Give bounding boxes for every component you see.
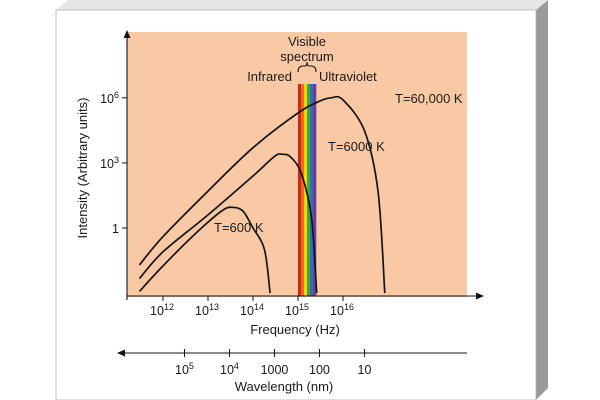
wavelength-tick-label-1: 104 <box>220 361 239 377</box>
spectrum-stripe-5 <box>313 84 317 296</box>
spectrum-stripe-4 <box>310 84 314 296</box>
spectrum-stripe-0 <box>298 84 302 296</box>
y-tick-label-2: 106 <box>100 90 119 106</box>
y-tick-label-0: 1 <box>112 222 119 236</box>
series-curve-0 <box>138 206 271 294</box>
infrared-label: Infrared <box>247 69 292 84</box>
series-label-6000k: T=6000 K <box>328 139 385 154</box>
frame-right-side <box>536 0 548 400</box>
ultraviolet-label: Ultraviolet <box>319 69 377 84</box>
series-label-600k: T=600 K <box>214 220 264 235</box>
wavelength-tick-label-4: 10 <box>358 363 372 377</box>
x-tick-label-0: 1012 <box>150 302 174 318</box>
visible-spectrum-brace <box>297 61 317 73</box>
y-axis-label: Intensity (Arbitrary units) <box>75 98 90 239</box>
wavelength-tick-label-0: 105 <box>175 361 194 377</box>
wavelength-tick-label-3: 100 <box>309 363 330 377</box>
series-label-60000k: T=60,000 K <box>395 91 463 106</box>
visible-spectrum-label-bottom: spectrum <box>280 49 333 64</box>
curves <box>138 95 386 294</box>
y-axis-arrow <box>123 30 131 38</box>
frame-top-edge <box>56 0 548 10</box>
x-tick-label-1: 1013 <box>195 302 219 318</box>
visible-spectrum-label-top: Visible <box>288 34 326 49</box>
series-curve-2 <box>138 95 386 294</box>
wavelength-axis-ticks: 105 104 1000 100 10 <box>175 349 371 377</box>
wavelength-axis-arrow <box>117 349 125 357</box>
wavelength-axis-label: Wavelength (nm) <box>235 379 334 394</box>
y-tick-label-1: 103 <box>100 155 119 171</box>
x-axis-arrow <box>476 292 484 300</box>
x-axis-label: Frequency (Hz) <box>250 322 340 337</box>
x-tick-label-3: 1015 <box>285 302 309 318</box>
series-curve-1 <box>138 153 318 294</box>
axis-ticks: 1012 1013 1014 1015 1016 1 103 106 <box>100 90 354 318</box>
x-tick-label-2: 1014 <box>240 302 264 318</box>
wavelength-tick-label-2: 1000 <box>261 363 289 377</box>
x-tick-label-4: 1016 <box>330 302 354 318</box>
visible-spectrum-band <box>298 84 317 296</box>
spectrum-stripe-1 <box>301 84 305 296</box>
spectrum-stripe-3 <box>307 84 311 296</box>
